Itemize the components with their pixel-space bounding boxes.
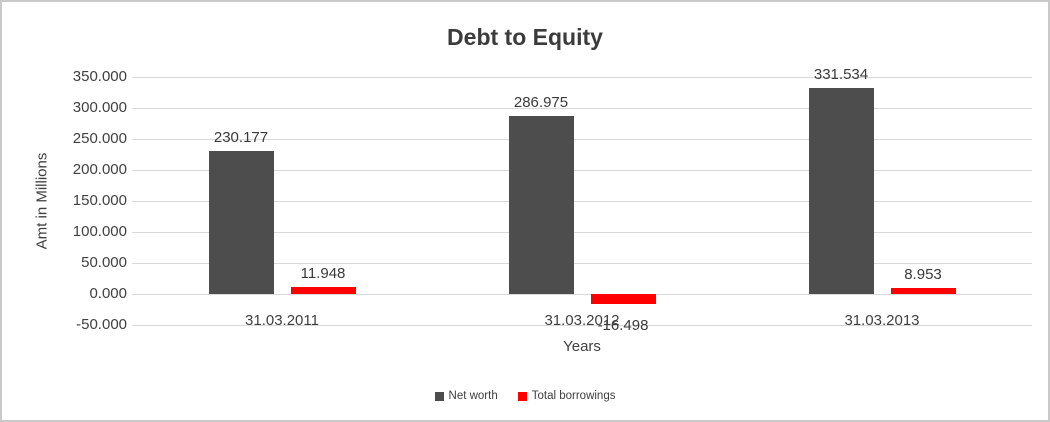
y-tick-label: 100.000 [72, 223, 127, 240]
gridline [132, 325, 1032, 326]
legend-label: Net worth [448, 390, 498, 402]
data-label: 230.177 [213, 129, 269, 147]
y-tick-label: 150.000 [72, 192, 127, 209]
legend-label: Total borrowings [531, 390, 616, 402]
y-tick-label: -50.000 [76, 316, 127, 333]
net-worth-bar [208, 151, 274, 294]
y-tick-label: 350.000 [72, 68, 127, 85]
total-borrowings-bar [890, 288, 956, 294]
gridline [132, 77, 1032, 78]
y-tick-label: 200.000 [72, 161, 127, 178]
net-worth-bar [508, 116, 574, 294]
y-tick-label: 250.000 [72, 130, 127, 147]
gridline [132, 232, 1032, 233]
data-label: 331.534 [813, 66, 869, 84]
chart-title: Debt to Equity [447, 24, 603, 50]
category-label: 31.03.2013 [844, 312, 920, 329]
total-borrowings-bar [590, 294, 656, 305]
gridline [132, 139, 1032, 140]
legend-swatch-icon [434, 391, 444, 401]
net-worth-bar [808, 88, 874, 294]
data-label: 286.975 [513, 94, 569, 112]
x-axis-title: Years [563, 338, 601, 355]
gridline [132, 263, 1032, 264]
data-label: 11.948 [300, 264, 346, 282]
gridline [132, 170, 1032, 171]
category-label: 31.03.2011 [245, 312, 319, 329]
gridline [132, 294, 1032, 295]
data-label: -16.498 [597, 317, 649, 335]
y-tick-label: 300.000 [72, 99, 127, 116]
legend-swatch-icon [517, 391, 527, 401]
total-borrowings-bar [290, 286, 356, 294]
gridline [132, 108, 1032, 109]
legend-item: Total borrowings [517, 390, 616, 402]
legend: Net worth Total borrowings [2, 390, 1048, 402]
category-label: 31.03.2012 [544, 312, 620, 329]
legend-item: Net worth [434, 390, 498, 402]
y-tick-label: 50.000 [81, 254, 127, 271]
gridline [132, 201, 1032, 202]
data-label: 8.953 [904, 266, 942, 284]
y-tick-label: 0.000 [89, 285, 127, 302]
